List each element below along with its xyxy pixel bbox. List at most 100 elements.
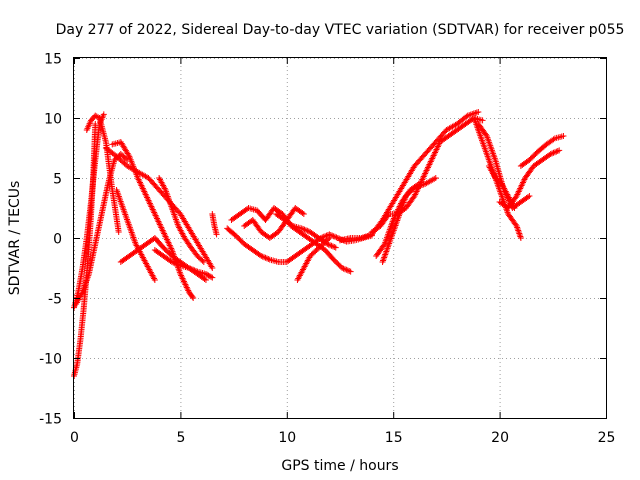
- data-point: [202, 271, 209, 277]
- series-j: [156, 175, 207, 265]
- data-point: [115, 229, 122, 235]
- data-point: [550, 136, 557, 143]
- x-tick-label: 25: [598, 430, 616, 446]
- data-point: [479, 117, 486, 124]
- data-point: [324, 241, 331, 247]
- data-point: [122, 155, 129, 162]
- y-tick-label: -15: [39, 412, 62, 428]
- data-point: [175, 262, 182, 268]
- data-point: [168, 259, 175, 265]
- data-point: [327, 232, 334, 238]
- data-point: [343, 266, 350, 273]
- y-axis-label: SDTVAR / TECUs: [7, 181, 23, 296]
- y-tick-label: -5: [48, 292, 62, 308]
- tick-labels: 0 5 10 15 20 25 -15 -10 -5 0 5 10 15: [39, 52, 615, 447]
- data-point: [187, 265, 194, 272]
- series-y: [485, 163, 518, 211]
- data-point: [151, 277, 158, 283]
- series-i: [113, 187, 158, 283]
- data-point: [304, 227, 311, 234]
- data-point: [259, 253, 266, 260]
- series-r: [368, 115, 486, 235]
- data-point: [193, 268, 200, 274]
- data-point: [328, 242, 335, 249]
- data-point: [204, 271, 211, 278]
- y-tick-label: 15: [44, 52, 62, 68]
- data-point: [332, 244, 339, 251]
- data-point: [551, 149, 558, 156]
- data-point: [517, 235, 524, 241]
- data-point: [560, 133, 567, 139]
- data-point: [258, 253, 265, 259]
- data-point: [414, 182, 421, 188]
- data-point: [553, 148, 560, 155]
- x-tick-label: 5: [176, 430, 185, 446]
- chart-title: Day 277 of 2022, Sidereal Day-to-day VTE…: [56, 22, 625, 38]
- data-point: [185, 265, 192, 271]
- data-point: [524, 194, 531, 200]
- x-axis-label: GPS time / hours: [281, 458, 398, 474]
- axis-ticks: [74, 58, 607, 419]
- data-point: [333, 234, 340, 241]
- y-tick-label: 10: [44, 112, 62, 128]
- data-point: [125, 151, 132, 158]
- data-point: [331, 244, 338, 250]
- data-point: [190, 295, 197, 301]
- data-point: [300, 211, 307, 217]
- data-point: [191, 267, 198, 274]
- y-tick-label: 5: [53, 172, 62, 188]
- data-point: [325, 241, 332, 248]
- data-point: [347, 268, 354, 275]
- data-point: [208, 273, 215, 280]
- data-point: [206, 273, 213, 280]
- data-point: [174, 261, 181, 268]
- data-point: [173, 260, 180, 267]
- data-point: [263, 255, 270, 262]
- data-point: [190, 266, 197, 273]
- y-tick-label: 0: [53, 232, 62, 248]
- data-point: [298, 225, 305, 232]
- data-point: [188, 266, 195, 273]
- data-point: [511, 205, 518, 211]
- data-point: [301, 226, 308, 233]
- data-point: [299, 210, 306, 216]
- data-point: [100, 111, 107, 118]
- data-point: [213, 231, 220, 238]
- data-point: [549, 150, 556, 157]
- x-tick-label: 15: [385, 430, 403, 446]
- data-point: [550, 149, 557, 156]
- y-tick-label: -10: [39, 352, 62, 368]
- data-point: [326, 235, 333, 241]
- data-point: [300, 226, 307, 232]
- data-point: [346, 268, 353, 274]
- data-point: [209, 265, 216, 271]
- data-points: [71, 109, 567, 379]
- data-point: [330, 233, 337, 240]
- series-k: [209, 211, 220, 238]
- data-point: [199, 257, 206, 264]
- data-point: [189, 293, 196, 300]
- data-point: [302, 227, 309, 234]
- data-point: [205, 272, 212, 279]
- data-point: [124, 157, 131, 163]
- x-tick-label: 0: [70, 430, 79, 446]
- data-point: [322, 233, 329, 240]
- data-point: [339, 265, 346, 271]
- data-point: [340, 265, 347, 272]
- data-point: [432, 175, 439, 181]
- x-tick-label: 20: [491, 430, 509, 446]
- data-point: [320, 233, 327, 240]
- data-point: [327, 242, 334, 249]
- data-point: [332, 233, 339, 240]
- data-point: [344, 267, 351, 274]
- series-e: [73, 151, 131, 307]
- data-point: [556, 147, 563, 154]
- data-point: [512, 221, 519, 228]
- series-q: [337, 109, 482, 244]
- data-point: [265, 256, 272, 262]
- data-point: [201, 276, 208, 282]
- data-point: [475, 109, 482, 115]
- data-point: [171, 260, 178, 267]
- data-point: [261, 254, 268, 261]
